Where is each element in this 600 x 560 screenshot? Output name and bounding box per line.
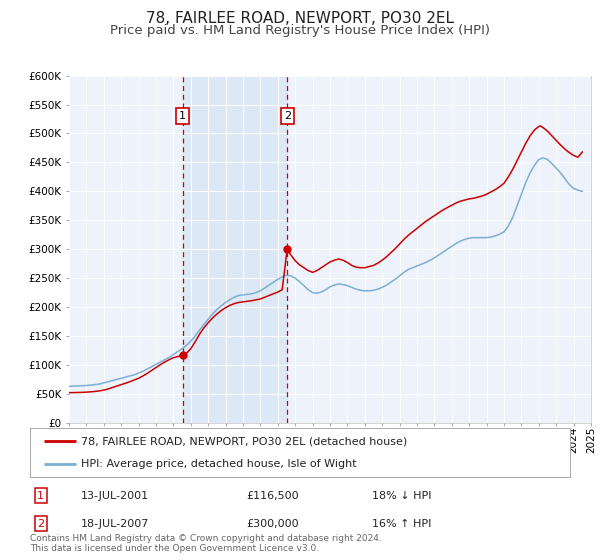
Text: 18% ↓ HPI: 18% ↓ HPI <box>372 491 431 501</box>
Text: 16% ↑ HPI: 16% ↑ HPI <box>372 519 431 529</box>
Text: 13-JUL-2001: 13-JUL-2001 <box>81 491 149 501</box>
Bar <box>183 76 287 423</box>
Text: 2: 2 <box>284 111 291 121</box>
Text: £116,500: £116,500 <box>246 491 299 501</box>
Text: 2: 2 <box>37 519 44 529</box>
Text: 18-JUL-2007: 18-JUL-2007 <box>81 519 149 529</box>
Text: 78, FAIRLEE ROAD, NEWPORT, PO30 2EL (detached house): 78, FAIRLEE ROAD, NEWPORT, PO30 2EL (det… <box>82 436 407 446</box>
Text: Contains HM Land Registry data © Crown copyright and database right 2024.
This d: Contains HM Land Registry data © Crown c… <box>30 534 382 553</box>
Text: £300,000: £300,000 <box>246 519 299 529</box>
Text: 78, FAIRLEE ROAD, NEWPORT, PO30 2EL: 78, FAIRLEE ROAD, NEWPORT, PO30 2EL <box>146 11 454 26</box>
Text: 1: 1 <box>179 111 186 121</box>
Text: HPI: Average price, detached house, Isle of Wight: HPI: Average price, detached house, Isle… <box>82 459 357 469</box>
Text: 1: 1 <box>37 491 44 501</box>
Text: Price paid vs. HM Land Registry's House Price Index (HPI): Price paid vs. HM Land Registry's House … <box>110 24 490 36</box>
